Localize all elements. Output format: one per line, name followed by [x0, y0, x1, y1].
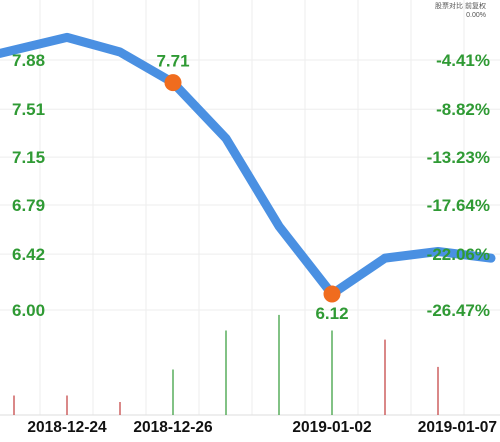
- x-tick-label: 2018-12-26: [133, 419, 213, 436]
- x-tick-label: 2019-01-07: [418, 419, 497, 436]
- top-right-label: 股票对比 前复权: [435, 1, 486, 10]
- x-tick-label: 2018-12-24: [27, 419, 107, 436]
- right-tick-label: -22.06%: [427, 245, 490, 264]
- y-tick-label: 7.51: [12, 100, 45, 119]
- right-tick-label: -4.41%: [436, 51, 490, 70]
- y-tick-label: 7.15: [12, 148, 45, 167]
- x-tick-label: 2019-01-02: [292, 419, 371, 436]
- y-tick-label: 6.00: [12, 301, 45, 320]
- right-tick-label: -26.47%: [427, 301, 490, 320]
- y-tick-label: 6.79: [12, 196, 45, 215]
- highlight-label: 6.12: [315, 304, 348, 323]
- highlight-label: 7.71: [156, 52, 189, 71]
- x-axis-ticks: 2018-12-24 2018-12-26 2019-01-02 2019-01-07: [27, 419, 497, 436]
- y-tick-label: 7.88: [12, 51, 45, 70]
- y-axis-ticks: 7.88 7.51 7.15 6.79 6.42 6.00: [12, 51, 45, 320]
- top-right-value: 0.00%: [466, 12, 486, 19]
- grid-lines: [0, 0, 500, 416]
- highlight-markers: 7.71 6.12: [156, 52, 348, 323]
- highlight-point: [164, 74, 182, 92]
- highlight-point: [323, 285, 341, 303]
- right-tick-label: -17.64%: [427, 196, 490, 215]
- right-tick-label: -8.82%: [436, 100, 490, 119]
- right-axis-ticks: -4.41% -8.82% -13.23% -17.64% -22.06% -26.47%: [427, 51, 490, 320]
- price-line: [0, 32, 496, 299]
- y-tick-label: 6.42: [12, 245, 45, 264]
- volume-bars: [13, 314, 439, 415]
- right-tick-label: -13.23%: [427, 148, 490, 167]
